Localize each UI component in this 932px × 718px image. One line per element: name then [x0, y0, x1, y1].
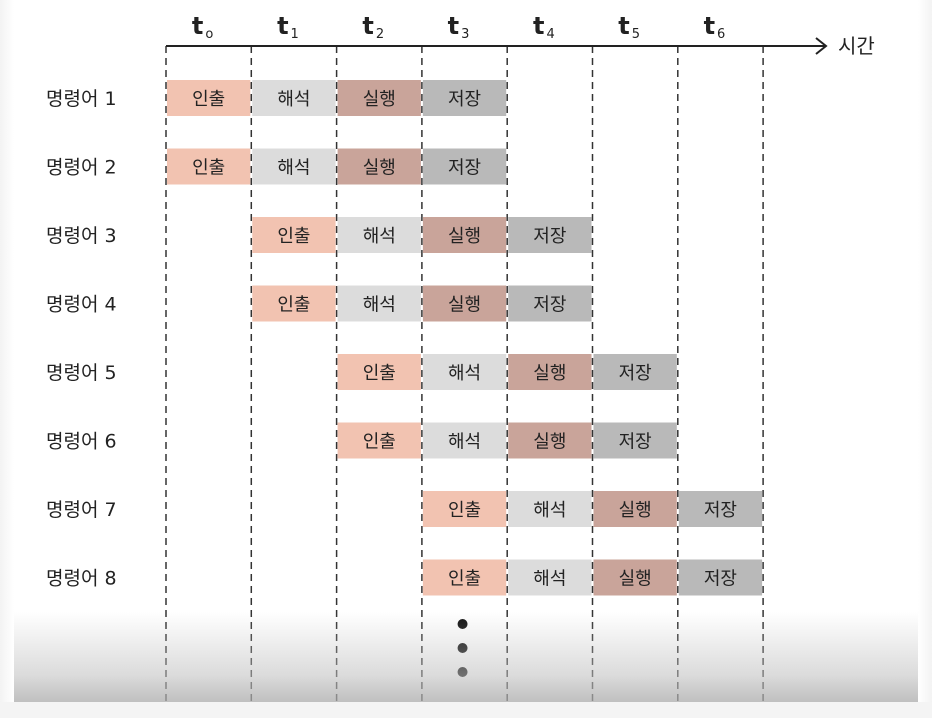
stage-label-6-1: 인출: [363, 432, 396, 453]
stage-box-6-4: [593, 422, 677, 459]
stage-label-4-2: 해석: [363, 295, 396, 316]
stage-box-4-3: [422, 285, 507, 322]
stage-box-6-1: [337, 422, 421, 459]
stage-box-6-3: [508, 422, 592, 459]
stage-box-6-2: [422, 422, 507, 459]
stage-label-2-3: 실행: [363, 158, 396, 179]
stage-label-6-2: 해석: [448, 432, 481, 453]
instruction-label-8: 명령어 8: [46, 568, 117, 590]
stage-label-4-3: 실행: [448, 295, 481, 316]
stage-box-5-3: [508, 354, 592, 390]
stage-label-4-1: 인출: [277, 295, 310, 316]
stage-box-3-2: [337, 217, 421, 253]
stage-box-8-1: [422, 559, 507, 596]
stage-box-2-1: [167, 148, 251, 185]
continuation-dot-1: [457, 619, 468, 629]
stage-label-8-3: 실행: [619, 569, 652, 590]
stage-box-3-1: [252, 217, 336, 253]
stage-label-3-3: 실행: [448, 226, 481, 247]
instruction-label-5: 명령어 5: [46, 362, 117, 384]
stage-label-7-3: 실행: [619, 500, 652, 521]
stage-box-1-2: [252, 80, 336, 116]
stage-box-3-3: [422, 217, 507, 253]
instruction-label-7: 명령어 7: [46, 499, 117, 521]
instruction-label-6: 명령어 6: [46, 431, 117, 453]
stage-label-5-1: 인출: [363, 363, 396, 384]
stage-box-7-1: [422, 491, 507, 527]
stage-label-7-1: 인출: [448, 500, 481, 521]
stage-label-8-2: 해석: [533, 569, 566, 590]
instruction-label-4: 명령어 4: [46, 294, 117, 316]
stage-label-1-2: 해석: [277, 89, 310, 110]
stage-label-5-2: 해석: [448, 363, 481, 384]
stage-box-8-3: [593, 559, 677, 596]
stage-label-5-4: 저장: [619, 363, 652, 384]
stage-label-8-4: 저장: [704, 569, 737, 590]
instruction-label-3: 명령어 3: [46, 225, 117, 247]
stage-box-1-4: [422, 80, 507, 116]
stage-box-5-1: [337, 354, 421, 390]
instruction-label-2: 명령어 2: [46, 157, 117, 179]
stage-box-1-1: [167, 80, 251, 116]
stage-label-5-3: 실행: [533, 363, 566, 384]
time-axis-arrow: [815, 37, 828, 55]
stage-label-2-4: 저장: [448, 158, 481, 179]
stage-box-2-2: [252, 148, 336, 185]
stage-box-4-2: [337, 285, 421, 322]
stage-label-3-1: 인출: [277, 226, 310, 247]
stage-label-8-1: 인출: [448, 569, 481, 590]
frame-border-bottom: [0, 702, 932, 718]
stage-label-6-4: 저장: [619, 432, 652, 453]
stage-box-5-4: [593, 354, 677, 390]
stage-label-2-2: 해석: [277, 158, 310, 179]
instruction-label-1: 명령어 1: [46, 88, 117, 110]
stage-box-8-2: [508, 559, 592, 596]
stage-label-1-1: 인출: [192, 89, 225, 110]
stage-label-2-1: 인출: [192, 158, 225, 179]
stage-box-2-3: [337, 148, 421, 185]
stage-box-8-4: [678, 559, 763, 596]
stage-box-7-3: [593, 491, 677, 527]
stage-label-1-4: 저장: [448, 89, 481, 110]
stage-label-4-4: 저장: [533, 295, 566, 316]
stage-label-3-2: 해석: [363, 226, 396, 247]
stage-box-2-4: [422, 148, 507, 185]
stage-box-4-4: [508, 285, 592, 322]
continuation-dot-2: [457, 643, 468, 653]
stage-box-5-2: [422, 354, 507, 390]
frame-border-right: [918, 0, 932, 718]
stage-box-3-4: [508, 217, 592, 253]
stage-box-7-2: [508, 491, 592, 527]
stage-label-1-3: 실행: [363, 89, 396, 110]
stage-label-6-3: 실행: [533, 432, 566, 453]
time-axis-label: 시간: [838, 34, 875, 58]
stage-box-4-1: [252, 285, 336, 322]
stage-label-3-4: 저장: [533, 226, 566, 247]
stage-box-7-4: [678, 491, 763, 527]
stage-label-7-4: 저장: [704, 500, 737, 521]
continuation-dot-3: [457, 667, 468, 677]
stage-box-1-3: [337, 80, 421, 116]
stage-label-7-2: 해석: [533, 500, 566, 521]
frame-border-left: [0, 0, 14, 718]
